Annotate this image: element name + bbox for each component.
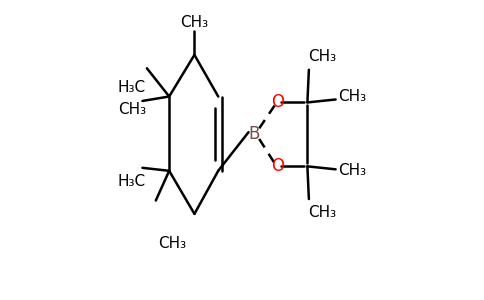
Text: B: B — [248, 125, 259, 143]
Text: CH₃: CH₃ — [158, 236, 186, 251]
Text: O: O — [271, 157, 284, 175]
Text: CH₃: CH₃ — [181, 15, 209, 30]
Text: CH₃: CH₃ — [118, 102, 146, 117]
Text: CH₃: CH₃ — [308, 49, 336, 64]
Text: H₃C: H₃C — [118, 174, 146, 189]
Text: CH₃: CH₃ — [338, 163, 366, 178]
Text: H₃C: H₃C — [118, 80, 146, 95]
Text: CH₃: CH₃ — [308, 205, 336, 220]
Text: O: O — [271, 93, 284, 111]
Text: CH₃: CH₃ — [338, 89, 366, 104]
